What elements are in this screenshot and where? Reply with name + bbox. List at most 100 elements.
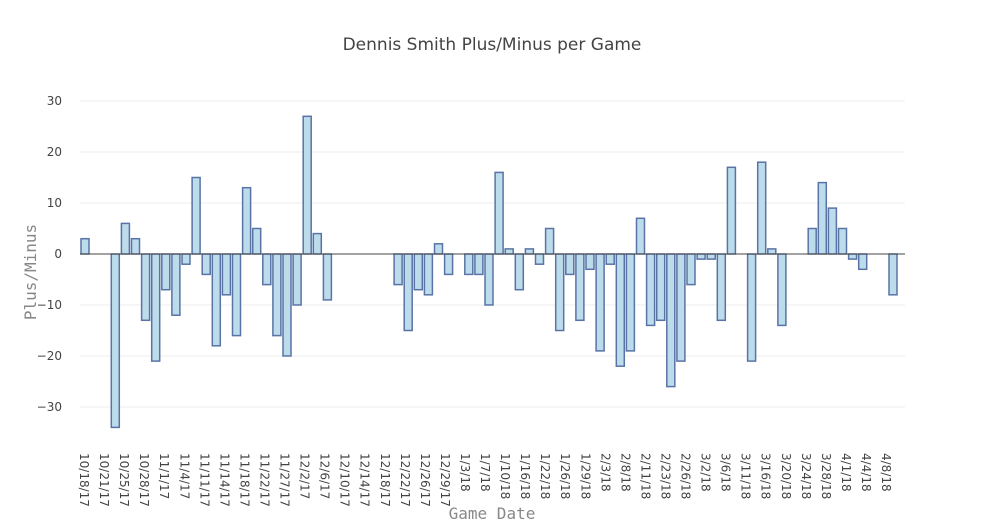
- x-tick-label: 11/22/17: [257, 453, 271, 507]
- bar: [837, 227, 848, 255]
- bar: [514, 253, 525, 291]
- x-tick-label: 11/11/17: [197, 453, 211, 507]
- bar: [777, 253, 787, 327]
- x-tick-label: 3/2/18: [699, 453, 713, 492]
- bar: [888, 253, 898, 296]
- bar: [817, 181, 828, 255]
- x-tick-label: 12/22/17: [398, 453, 412, 507]
- bar: [494, 171, 504, 255]
- x-tick-label: 1/3/18: [458, 453, 472, 492]
- x-tick-label: 3/6/18: [719, 453, 733, 492]
- x-tick-label: 4/8/18: [879, 453, 893, 492]
- x-tick-label: 10/25/17: [117, 453, 131, 507]
- x-tick-label: 12/2/17: [298, 453, 312, 499]
- bar: [504, 248, 514, 255]
- x-tick-label: 1/7/18: [478, 453, 492, 492]
- bar: [534, 253, 545, 265]
- bar: [655, 253, 666, 322]
- bar: [120, 222, 131, 255]
- x-tick-label: 10/21/17: [97, 453, 111, 507]
- bar: [251, 227, 262, 255]
- bar: [484, 253, 494, 306]
- bar: [676, 253, 686, 362]
- bar: [171, 253, 181, 316]
- y-tick-label: −20: [37, 349, 62, 363]
- x-tick-label: 2/8/18: [618, 453, 632, 492]
- bar: [312, 232, 323, 255]
- x-tick-label: 1/29/18: [578, 453, 592, 499]
- bar: [585, 253, 595, 271]
- x-tick-label: 12/18/17: [378, 453, 392, 507]
- x-tick-label: 1/16/18: [518, 453, 532, 499]
- bar: [645, 253, 656, 327]
- bar: [231, 253, 242, 337]
- bar: [201, 253, 211, 276]
- bar: [807, 227, 817, 255]
- x-tick-label: 11/14/17: [217, 453, 231, 507]
- bar: [756, 161, 767, 255]
- y-tick-label: 20: [47, 145, 62, 159]
- bar: [827, 207, 838, 255]
- bar: [847, 253, 858, 260]
- y-axis-title: Plus/Minus: [21, 224, 40, 320]
- bar: [615, 253, 626, 367]
- bar: [706, 253, 716, 260]
- x-tick-label: 10/28/17: [137, 453, 151, 507]
- y-tick-label: −10: [37, 298, 62, 312]
- bar: [393, 253, 403, 286]
- x-tick-label: 4/1/18: [839, 453, 853, 492]
- x-tick-label: 12/10/17: [338, 453, 352, 507]
- bar: [625, 253, 636, 352]
- x-tick-label: 2/26/18: [679, 453, 693, 499]
- y-tick-label: −30: [37, 400, 62, 414]
- x-tick-label: 11/27/17: [278, 453, 292, 507]
- bar: [191, 176, 201, 255]
- bar: [110, 253, 121, 429]
- x-tick-label: 3/28/18: [819, 453, 833, 499]
- bar: [161, 253, 171, 291]
- bar: [292, 253, 302, 306]
- x-tick-label: 12/29/17: [438, 453, 452, 507]
- bar: [696, 253, 706, 260]
- chart-title: Dennis Smith Plus/Minus per Game: [343, 35, 642, 55]
- bar: [221, 253, 232, 296]
- bars: [80, 115, 898, 429]
- bar: [262, 253, 272, 286]
- bar: [443, 253, 454, 276]
- bar: [746, 253, 757, 362]
- bar: [413, 253, 424, 291]
- bar: [403, 253, 413, 332]
- y-tick-label: 30: [47, 94, 62, 108]
- bar: [565, 253, 575, 276]
- y-axis-ticks: 30 20 10 0 −10 −20 −30: [37, 94, 62, 414]
- x-tick-label: 2/11/18: [638, 453, 652, 499]
- x-tick-label: 1/10/18: [498, 453, 512, 499]
- y-tick-label: 0: [54, 247, 62, 261]
- bar: [302, 115, 312, 255]
- bar: [322, 253, 333, 301]
- bar: [474, 253, 484, 276]
- bar: [140, 253, 151, 322]
- x-tick-label: 11/18/17: [237, 453, 251, 507]
- bar: [857, 253, 868, 271]
- x-tick-label: 11/1/17: [157, 453, 171, 499]
- bar: [524, 248, 535, 255]
- x-tick-label: 2/23/18: [658, 453, 672, 499]
- y-tick-label: 10: [47, 196, 62, 210]
- bar: [544, 227, 555, 255]
- bar: [686, 253, 696, 286]
- bar: [282, 253, 292, 357]
- x-axis-title: Game Date: [449, 504, 536, 523]
- bar: [575, 253, 585, 322]
- bar: [605, 253, 615, 265]
- x-tick-label: 10/18/17: [77, 453, 91, 507]
- bar: [150, 253, 161, 362]
- bar: [726, 166, 737, 255]
- x-tick-label: 3/20/18: [779, 453, 793, 499]
- bar: [635, 217, 646, 255]
- bar: [595, 253, 605, 352]
- x-axis-ticks: 10/18/17 10/21/17 10/25/17 10/28/17 11/1/17 1…: [77, 453, 893, 507]
- bar: [433, 243, 444, 255]
- bar: [241, 186, 252, 255]
